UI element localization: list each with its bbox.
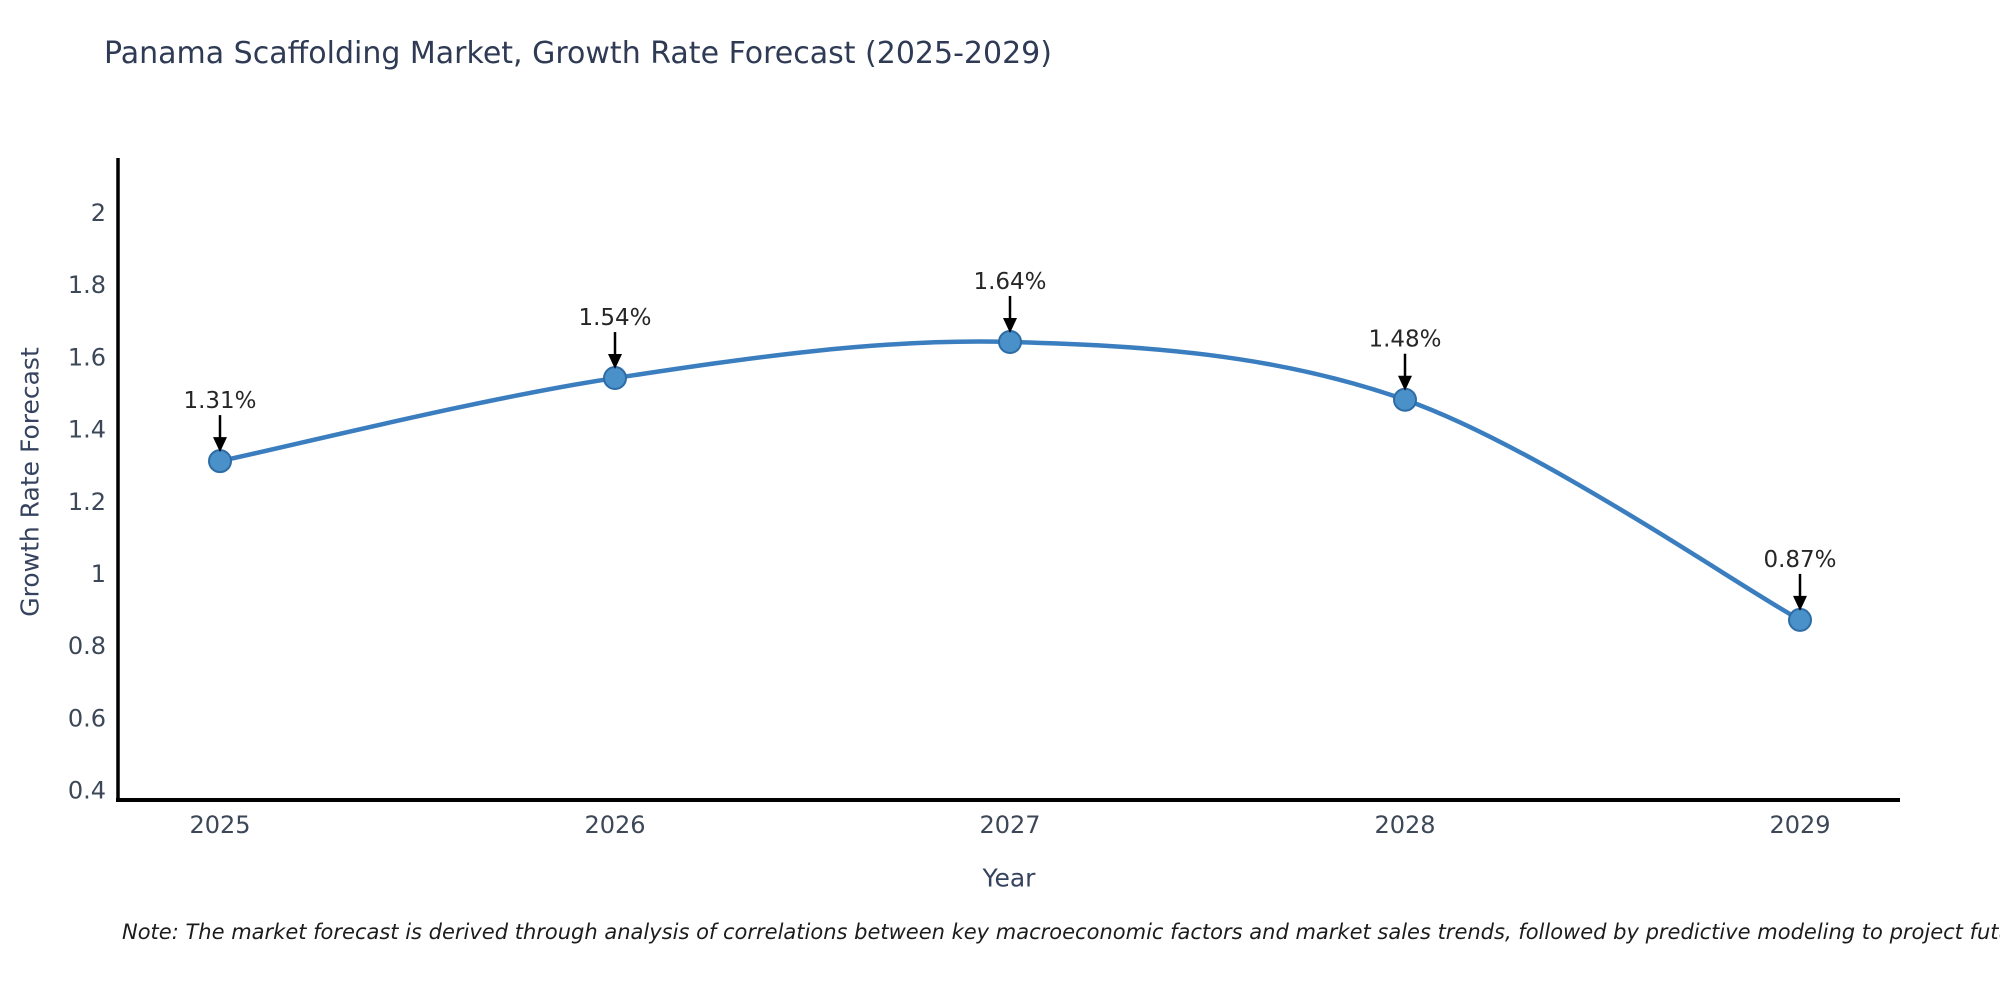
y-tick-label: 0.8 <box>68 632 106 660</box>
y-tick-label: 1 <box>91 560 106 588</box>
data-point <box>1788 607 1812 632</box>
annotation-arrow-head <box>608 354 622 370</box>
data-point <box>998 329 1022 354</box>
point-value-label: 1.64% <box>973 269 1046 295</box>
point-value-label: 1.31% <box>183 388 256 414</box>
annotation-arrow-head <box>1398 375 1412 391</box>
trend-line <box>217 339 1803 623</box>
y-tick-label: 0.6 <box>68 704 106 732</box>
point-value-label: 1.54% <box>578 305 651 331</box>
y-tick-label: 2 <box>91 199 106 227</box>
annotation-arrow-head <box>213 437 227 453</box>
y-tick-label: 1.6 <box>68 343 106 371</box>
y-tick-label: 1.4 <box>68 416 106 444</box>
x-tick-label: 2027 <box>979 811 1040 839</box>
footnote: Note: The market forecast is derived thr… <box>122 920 2000 944</box>
annotation-arrow-head <box>1793 595 1807 611</box>
data-point <box>603 366 627 391</box>
data-point <box>208 449 232 474</box>
point-value-label: 1.48% <box>1368 327 1441 353</box>
y-tick-label: 0.4 <box>68 777 106 805</box>
x-axis-title: Year <box>982 863 1036 893</box>
point-value-label: 0.87% <box>1763 547 1836 573</box>
annotation-arrow-head <box>1003 317 1017 333</box>
y-tick-label: 1.2 <box>68 488 106 516</box>
x-tick-label: 2025 <box>189 811 250 839</box>
x-tick-label: 2026 <box>584 811 645 839</box>
y-tick-label: 1.8 <box>68 271 106 299</box>
x-tick-label: 2028 <box>1374 811 1435 839</box>
chart-title: Panama Scaffolding Market, Growth Rate F… <box>104 36 1052 71</box>
data-point <box>1393 387 1417 412</box>
x-tick-label: 2029 <box>1769 811 1830 839</box>
